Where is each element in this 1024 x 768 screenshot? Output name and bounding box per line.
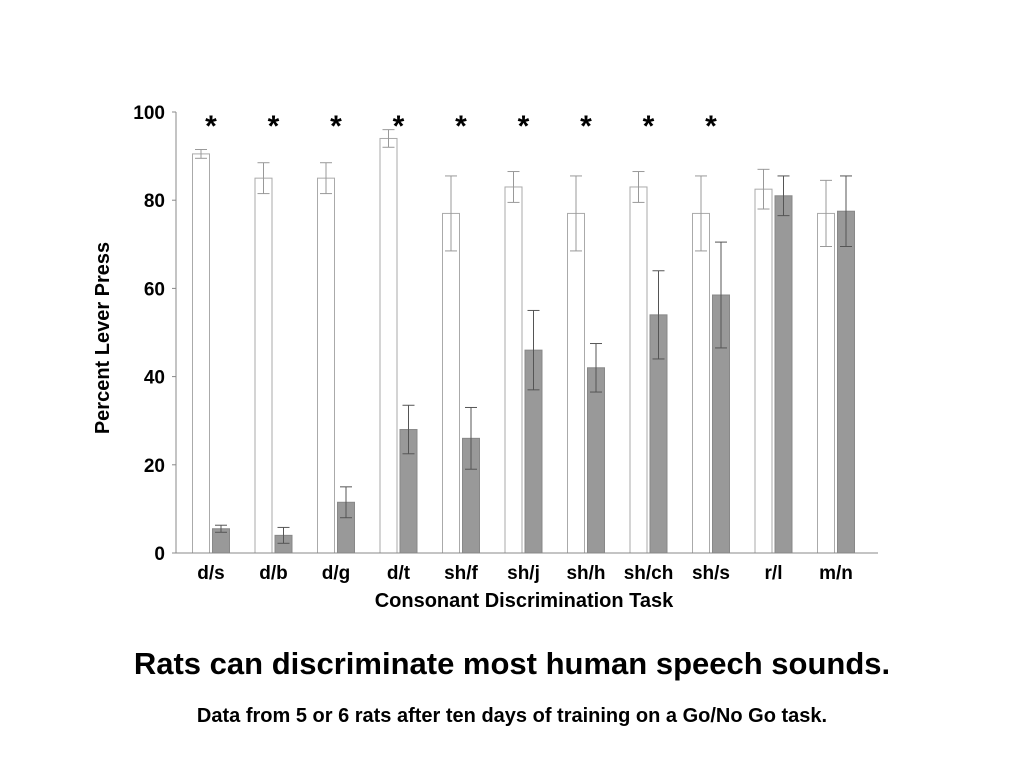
x-tick-label: m/n: [819, 563, 853, 584]
significance-marker: *: [330, 110, 342, 143]
significance-marker: *: [455, 110, 467, 143]
x-tick-label: sh/ch: [624, 563, 674, 584]
error-bar-series1-7: [632, 171, 645, 203]
error-bar-series1-6: [570, 175, 582, 252]
significance-marker: *: [393, 110, 405, 143]
error-bar-series2-8: [715, 241, 727, 349]
error-bar-series1-3: [382, 129, 395, 148]
bar-series1-6: [567, 212, 585, 554]
error-bars-layer: [195, 129, 852, 544]
x-ticks-layer: d/s d/b d/g d/t sh/f sh/j sh/h sh/ch sh/s r/l m/n: [197, 563, 853, 584]
error-bar-series2-2: [340, 486, 352, 519]
bar-chart: 0 20 40 60 80 100 d/s d/b d/g d/t sh/f sh/j sh/h sh/…: [92, 103, 878, 612]
significance-marker: *: [705, 110, 717, 143]
y-ticks-layer: 0 20 40 60 80 100: [133, 103, 176, 565]
x-tick-label: sh/f: [444, 563, 478, 584]
error-bar-series2-0: [215, 524, 227, 533]
error-bar-series2-4: [465, 406, 477, 470]
bar-series1-0: [192, 153, 210, 554]
axes-layer: [175, 112, 878, 554]
x-tick-label: sh/s: [692, 563, 730, 584]
bar-series1-7: [629, 186, 648, 554]
bar-series1-5: [504, 186, 523, 554]
error-bar-series1-9: [757, 168, 770, 210]
bar-series2-6: [587, 367, 605, 554]
y-tick-label: 20: [144, 456, 165, 477]
bar-series2-10: [837, 210, 855, 554]
error-bar-series1-10: [820, 179, 832, 248]
error-bar-series2-9: [777, 175, 790, 217]
caption-subtitle: Data from 5 or 6 rats after ten days of …: [196, 705, 828, 727]
error-bar-series2-7: [652, 270, 665, 360]
error-bar-series2-5: [527, 309, 540, 391]
x-tick-label: d/t: [387, 563, 411, 584]
y-tick-label: 80: [144, 191, 165, 212]
significance-marker: *: [268, 110, 280, 143]
x-tick-label: d/g: [322, 563, 351, 584]
y-axis-title: Percent Lever Press: [92, 242, 114, 434]
significance-marker: *: [580, 110, 592, 143]
x-tick-label: sh/j: [507, 563, 540, 584]
y-tick-label: 0: [154, 544, 165, 565]
y-tick-label: 100: [133, 103, 165, 124]
bar-series1-1: [254, 177, 273, 554]
bar-series1-2: [317, 177, 335, 554]
bar-series1-9: [754, 188, 773, 554]
error-bar-series2-1: [277, 526, 290, 544]
x-tick-label: d/b: [259, 563, 288, 584]
error-bar-series1-8: [695, 175, 707, 252]
bar-series2-9: [774, 195, 793, 554]
error-bar-series1-0: [195, 148, 207, 159]
error-bar-series2-6: [590, 343, 602, 393]
bar-series1-4: [442, 212, 460, 554]
caption-title: Rats can discriminate most human speech …: [133, 646, 891, 681]
significance-marker: *: [518, 110, 530, 143]
significance-layer: * * * * * * * * *: [205, 110, 717, 143]
x-tick-label: d/s: [197, 563, 224, 584]
significance-marker: *: [205, 110, 217, 143]
x-axis-title: Consonant Discrimination Task: [375, 590, 674, 612]
significance-marker: *: [643, 110, 655, 143]
bars-layer: [192, 137, 855, 554]
x-tick-label: r/l: [765, 563, 783, 584]
x-tick-label: sh/h: [566, 563, 605, 584]
y-tick-label: 40: [144, 368, 165, 389]
error-bar-series1-4: [445, 175, 457, 252]
error-bar-series1-2: [320, 162, 332, 195]
y-tick-label: 60: [144, 279, 165, 300]
error-bar-series2-3: [402, 404, 415, 455]
bar-series1-8: [692, 212, 710, 554]
error-bar-series1-1: [257, 162, 270, 195]
error-bar-series2-10: [840, 175, 852, 248]
bar-series1-3: [379, 137, 398, 554]
bar-series1-10: [817, 212, 835, 554]
error-bar-series1-5: [507, 171, 520, 203]
